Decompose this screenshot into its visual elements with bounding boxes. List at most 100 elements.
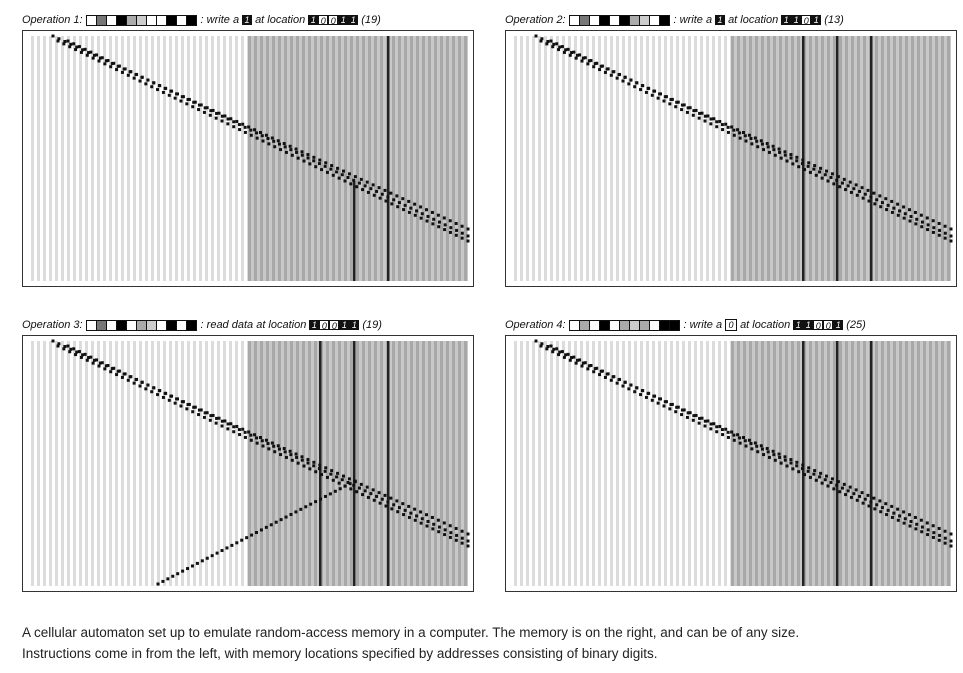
readout-dot (279, 518, 283, 522)
operation-label: Operation 1: (22, 14, 83, 26)
signal-dot (407, 210, 411, 214)
memory-stripe (893, 341, 896, 586)
signal-dot (760, 447, 764, 451)
signal-dot (83, 352, 87, 356)
signal-dot (783, 150, 787, 154)
signal-dot (89, 355, 93, 359)
signal-dot (407, 199, 411, 203)
signal-dot (249, 433, 253, 437)
instruction-stripe (646, 36, 649, 281)
signal-dot (260, 134, 264, 138)
signal-dot (656, 401, 660, 405)
automaton-frame (22, 335, 474, 592)
memory-stripe (809, 341, 812, 586)
signal-dot (755, 139, 759, 143)
signal-dot (545, 347, 549, 351)
signal-dot (146, 383, 150, 387)
signal-dot (662, 404, 666, 408)
signal-dot (609, 378, 613, 382)
instruction-stripe (181, 36, 184, 281)
signal-dot (698, 416, 702, 420)
signal-dot (295, 455, 299, 459)
signal-dot (829, 176, 833, 179)
instruction-stripe (682, 36, 685, 281)
signal-dot (420, 212, 424, 216)
signal-dot (949, 227, 953, 231)
signal-dot (680, 413, 684, 417)
signal-dot (247, 125, 251, 129)
signal-dot (766, 450, 770, 454)
signal-dot (795, 464, 799, 468)
instruction-stripe (145, 36, 148, 281)
memory-stripe (833, 341, 836, 586)
readout-dot (161, 579, 165, 583)
signal-dot (191, 105, 195, 109)
signal-dot (420, 517, 424, 521)
instruction-stripe (115, 36, 118, 281)
signal-dot (685, 415, 689, 419)
memory-bit-line (836, 341, 839, 586)
instruction-stripe (223, 36, 226, 281)
signal-dot (949, 234, 953, 238)
memory-stripe (833, 36, 836, 281)
signal-dot (449, 226, 453, 230)
memory-stripe (362, 36, 365, 281)
signal-dot (931, 219, 935, 223)
signal-dot (372, 193, 376, 197)
memory-stripe (743, 36, 746, 281)
signal-dot (185, 407, 189, 411)
signal-dot (454, 526, 458, 530)
signal-dot (371, 183, 375, 187)
signal-dot (551, 45, 555, 49)
signal-dot (726, 125, 730, 129)
signal-dot (324, 466, 328, 470)
signal-dot (460, 224, 464, 228)
signal-dot (279, 453, 283, 457)
signal-dot (185, 102, 189, 106)
memory-stripe (761, 36, 764, 281)
signal-dot (306, 153, 310, 157)
signal-dot (426, 520, 430, 523)
signal-dot (357, 486, 361, 490)
memory-stripe (392, 36, 395, 281)
signal-dot (633, 85, 637, 89)
signal-dot (855, 193, 859, 197)
memory-stripe (428, 341, 431, 586)
signal-dot (949, 532, 953, 536)
signal-dot (112, 366, 116, 370)
signal-dot (861, 196, 865, 200)
signal-dot (635, 81, 639, 85)
signal-dot (812, 472, 816, 476)
memory-stripe (344, 341, 347, 586)
instruction-stripe (574, 341, 577, 586)
signal-dot (430, 210, 434, 214)
signal-dot (686, 411, 690, 415)
memory-stripe (839, 341, 842, 586)
signal-dot (276, 444, 280, 448)
memory-stripe (737, 36, 740, 281)
instruction-stripe (706, 341, 709, 586)
signal-dot (712, 117, 716, 121)
signal-dot (135, 72, 139, 76)
instruction-stripe (73, 341, 76, 586)
instruction-stripe (520, 36, 523, 281)
readout-dot (245, 536, 249, 540)
signal-dot (431, 222, 435, 226)
instruction-cells (568, 14, 670, 26)
signal-dot (211, 108, 215, 112)
signal-dot (361, 188, 365, 192)
signal-dot (726, 435, 730, 439)
signal-dot (314, 470, 318, 474)
signal-dot (57, 342, 61, 346)
memory-stripe (248, 36, 251, 281)
signal-dot (756, 145, 760, 149)
instruction-stripe (193, 341, 196, 586)
readout-dot (220, 549, 224, 553)
signal-dot (186, 98, 190, 101)
signal-dot (890, 210, 894, 214)
signal-dot (232, 430, 236, 434)
signal-dot (557, 48, 561, 52)
signal-dot (738, 441, 742, 445)
signal-dot (383, 493, 387, 497)
signal-dot (93, 53, 96, 57)
